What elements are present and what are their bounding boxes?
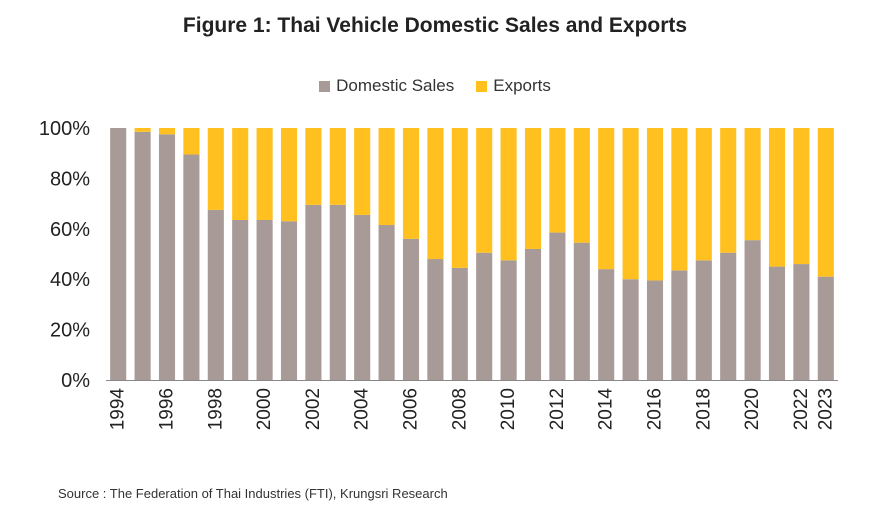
bar-domestic-1998 (207, 209, 224, 380)
bar-domestic-2009 (476, 252, 493, 380)
bar-exports-2007 (427, 128, 444, 260)
y-tick-label: 60% (50, 219, 90, 241)
bar-domestic-2016 (646, 280, 664, 380)
legend-label-domestic: Domestic Sales (336, 76, 455, 95)
x-tick-label: 2002 (303, 388, 324, 430)
bar-exports-2015 (622, 128, 639, 280)
bar-domestic-1994 (110, 128, 127, 380)
source-note: Source : The Federation of Thai Industri… (58, 486, 448, 501)
y-tick-label: 0% (61, 370, 90, 392)
x-tick-label: 2023 (815, 388, 836, 430)
y-tick-label: 80% (50, 168, 90, 190)
bar-exports-2016 (646, 128, 664, 281)
bar-exports-2014 (598, 128, 615, 270)
chart-title: Figure 1: Thai Vehicle Domestic Sales an… (182, 14, 688, 37)
x-tick-label: 2018 (693, 388, 714, 430)
bar-exports-2004 (354, 128, 371, 215)
x-tick-label: 2022 (791, 388, 812, 430)
y-tick-label: 100% (39, 118, 90, 140)
bar-exports-2018 (695, 128, 712, 261)
bar-domestic-2006 (402, 238, 420, 380)
bar-exports-2017 (671, 128, 688, 271)
legend-item-domestic: Domestic Sales (319, 76, 454, 96)
bar-domestic-1995 (134, 131, 151, 380)
x-tick-label: 1996 (157, 388, 178, 430)
stacked-bar-chart: 0% 20% 40% 60% 80% 100% 1994 1996 1998 2000 2002 20… (39, 118, 838, 431)
bar-domestic-2020 (744, 240, 761, 380)
bar-domestic-2010 (500, 260, 517, 380)
bar-domestic-2002 (305, 204, 322, 380)
x-tick-label: 2012 (547, 388, 568, 430)
bar-exports-1995 (134, 128, 151, 132)
legend: Domestic Sales Exports (0, 76, 870, 96)
bar-exports-1997 (183, 128, 200, 155)
bar-exports-2010 (500, 128, 517, 261)
bar-domestic-1999 (232, 219, 249, 380)
bar-domestic-2004 (354, 214, 371, 380)
x-tick-label: 2008 (449, 388, 470, 430)
bar-exports-2003 (329, 128, 346, 205)
y-tick-label: 40% (50, 269, 90, 291)
bar-domestic-2001 (280, 221, 298, 380)
x-tick-label: 2000 (254, 388, 275, 430)
legend-swatch-domestic (319, 80, 331, 92)
bar-exports-2020 (744, 128, 761, 241)
bar-domestic-2021 (768, 266, 786, 380)
bar-exports-2000 (256, 128, 273, 220)
x-tick-label: 2006 (401, 388, 422, 430)
bar-domestic-2000 (256, 219, 273, 380)
bar-domestic-2005 (378, 225, 395, 380)
bar-domestic-2014 (598, 269, 615, 380)
bar-exports-1998 (207, 128, 224, 210)
legend-label-exports: Exports (493, 76, 551, 95)
x-tick-label: 2010 (498, 388, 519, 430)
bar-domestic-2007 (427, 259, 444, 380)
x-tick-label: 1994 (108, 388, 129, 431)
bar-domestic-2003 (329, 204, 346, 380)
x-tick-label: 2016 (645, 388, 666, 430)
legend-swatch-exports (476, 80, 488, 92)
bar-exports-2023 (817, 128, 834, 277)
x-tick-label: 1998 (205, 388, 226, 430)
bar-domestic-2019 (720, 252, 737, 380)
x-tick-label: 2004 (352, 388, 373, 431)
bar-domestic-2013 (573, 242, 590, 380)
bar-exports-2002 (305, 128, 322, 205)
bar-domestic-2017 (671, 270, 688, 380)
bar-exports-2006 (402, 128, 420, 239)
bar-exports-2005 (378, 128, 395, 226)
legend-item-exports: Exports (476, 76, 551, 96)
bar-exports-2022 (793, 128, 810, 265)
bar-exports-1996 (158, 128, 176, 135)
x-tick-label: 2020 (742, 388, 763, 430)
bar-domestic-2012 (549, 232, 566, 380)
bar-exports-2009 (476, 128, 493, 253)
bar-domestic-2015 (622, 279, 639, 380)
bar-exports-2019 (720, 128, 737, 253)
bar-exports-2008 (451, 128, 468, 268)
bar-exports-2021 (768, 128, 786, 267)
bar-domestic-1996 (158, 134, 176, 380)
bar-exports-2013 (573, 128, 590, 243)
bar-exports-1999 (232, 128, 249, 220)
bar-exports-2011 (524, 128, 542, 249)
y-tick-label: 20% (50, 320, 90, 342)
bar-domestic-1997 (183, 154, 200, 380)
bar-domestic-2011 (524, 248, 542, 380)
bar-domestic-2018 (695, 260, 712, 380)
bar-domestic-2022 (793, 264, 810, 380)
bar-exports-2012 (549, 128, 566, 233)
x-tick-label: 2014 (596, 388, 617, 431)
bar-domestic-2008 (451, 267, 468, 380)
bar-exports-2001 (280, 128, 298, 222)
bar-domestic-2023 (817, 276, 834, 380)
